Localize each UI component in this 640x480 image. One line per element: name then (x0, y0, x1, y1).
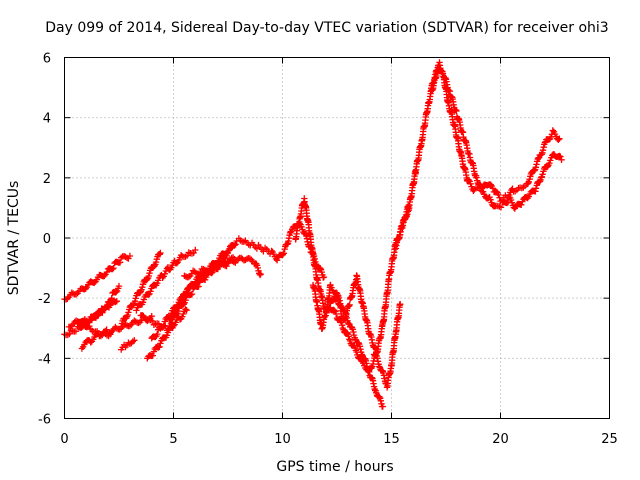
x-tick-label: 20 (492, 432, 509, 447)
y-axis-label: SDTVAR / TECUs (6, 181, 22, 296)
series-arc-18 (309, 272, 380, 356)
series-arc-15 (192, 237, 240, 287)
plot-frame (64, 57, 610, 419)
series-arc-10 (144, 322, 177, 362)
series-arc-6 (118, 337, 138, 353)
data-point-marks (118, 249, 164, 330)
chart-title: Day 099 of 2014, Sidereal Day-to-day VTE… (45, 20, 608, 36)
x-tick-label: 25 (601, 432, 618, 447)
y-tick-label: -6 (38, 413, 51, 428)
y-tick-label: 0 (43, 232, 51, 247)
data-point-marks (192, 237, 240, 287)
y-tick-label: 4 (43, 112, 51, 127)
y-tick-label: -4 (38, 352, 51, 367)
data-point-marks (144, 322, 177, 362)
x-tick-label: 5 (169, 432, 177, 447)
x-tick-label: 15 (383, 432, 400, 447)
series-arc-8 (133, 246, 199, 314)
y-tick-label: -2 (38, 292, 51, 307)
data-point-marks (118, 337, 138, 353)
tick-labels: 0 5 10 15 20 25 -6 -4 -2 0 2 4 6 (38, 52, 618, 448)
series-arc-20 (370, 301, 404, 391)
data-point-marks (133, 246, 199, 314)
x-tick-label: 0 (60, 432, 68, 447)
y-tick-label: 2 (43, 172, 51, 187)
data-point-marks (309, 272, 380, 356)
x-tick-label: 10 (274, 432, 291, 447)
data-point-marks (427, 66, 565, 212)
y-tick-label: 6 (43, 52, 51, 67)
x-axis-label: GPS time / hours (276, 459, 393, 475)
plot-area (61, 59, 565, 410)
series-arc-7 (118, 249, 164, 330)
data-point-marks (370, 301, 404, 391)
series-arc-22 (427, 66, 565, 212)
